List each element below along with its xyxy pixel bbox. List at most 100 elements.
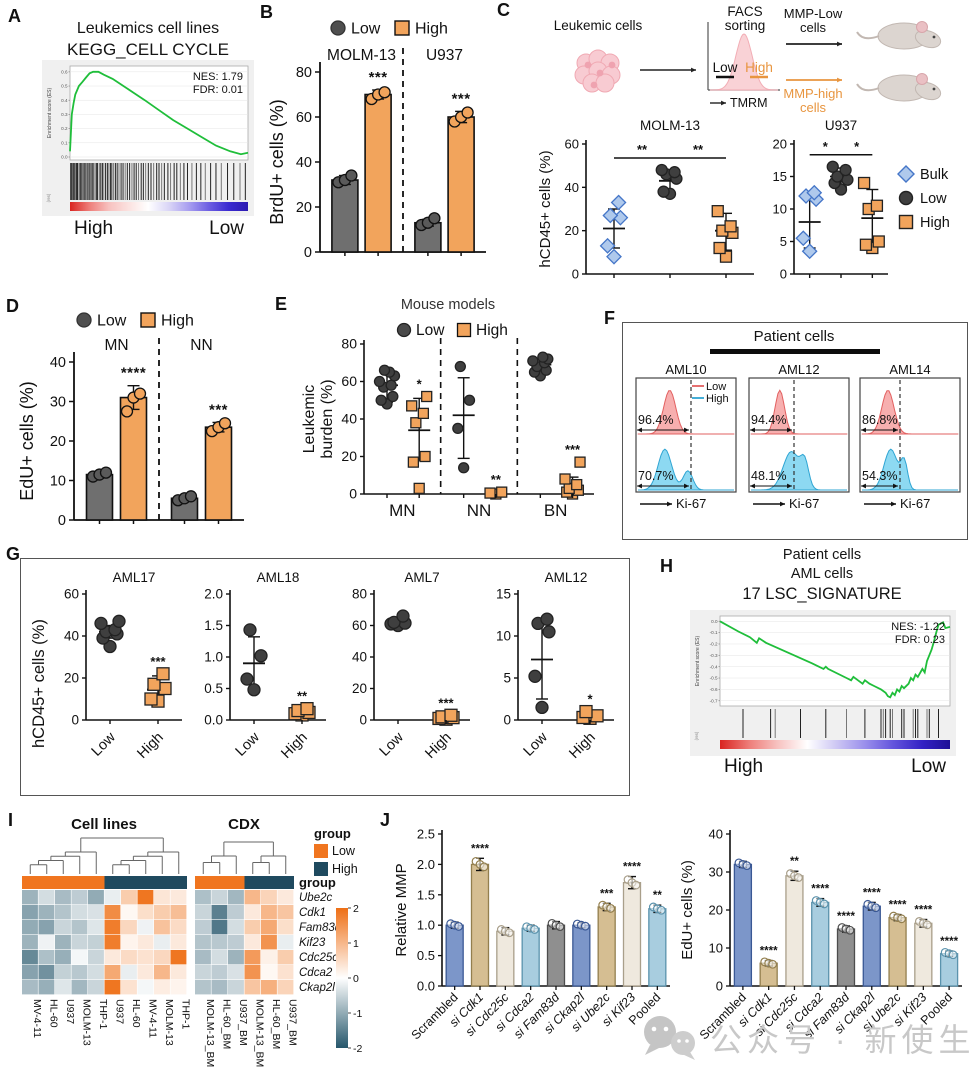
panel-a-gsea-chart: 0.0 0.1 0.2 0.3 0.4 0.5 0.6 Enrichment score (E… bbox=[42, 60, 254, 260]
svg-text:20: 20 bbox=[352, 681, 367, 696]
svg-text:0: 0 bbox=[359, 713, 367, 728]
svg-text:0: 0 bbox=[572, 267, 579, 282]
svg-text:Leukemic: Leukemic bbox=[301, 385, 318, 453]
svg-text:****: **** bbox=[837, 911, 855, 923]
svg-text:High: High bbox=[745, 60, 773, 75]
svg-text:(res): (res) bbox=[694, 731, 699, 740]
svg-text:Low: Low bbox=[332, 844, 356, 858]
svg-text:80: 80 bbox=[296, 65, 312, 81]
svg-text:High: High bbox=[476, 322, 508, 339]
svg-text:BN: BN bbox=[544, 501, 568, 520]
panel-label-g: G bbox=[6, 544, 21, 564]
dots-C_U937: U937 0 5 10 15 20 * * bbox=[773, 118, 888, 282]
svg-text:MV-4-11: MV-4-11 bbox=[31, 999, 43, 1038]
svg-text:Mouse models: Mouse models bbox=[433, 316, 524, 319]
svg-text:AML7: AML7 bbox=[404, 570, 439, 585]
svg-text:40: 40 bbox=[64, 629, 79, 644]
svg-text:0.5: 0.5 bbox=[417, 948, 435, 963]
svg-text:40: 40 bbox=[709, 827, 723, 842]
svg-text:Low: Low bbox=[416, 322, 445, 339]
svg-text:Low: Low bbox=[521, 729, 551, 759]
panel-f-aml12-histogram: AML12 94.4% 48.1% Ki-67 bbox=[747, 362, 851, 516]
svg-text:Ki-67: Ki-67 bbox=[900, 496, 930, 511]
svg-text:15: 15 bbox=[496, 587, 511, 602]
dots-G3: AML12 0 5 10 15 Low * High bbox=[496, 570, 614, 762]
svg-text:-0.6: -0.6 bbox=[710, 687, 718, 692]
svg-text:48.1%: 48.1% bbox=[751, 469, 786, 483]
panel-g-aml7-scatter: AML7 0 20 40 60 80 Low *** High bbox=[336, 570, 476, 785]
svg-text:0.0: 0.0 bbox=[711, 619, 718, 624]
svg-text:Low: Low bbox=[713, 60, 738, 75]
svg-text:U937: U937 bbox=[64, 999, 76, 1024]
svg-text:Low: Low bbox=[97, 313, 127, 330]
svg-text:0.6: 0.6 bbox=[61, 69, 68, 74]
panel-label-i: I bbox=[8, 810, 14, 830]
svg-text:**: ** bbox=[491, 472, 502, 487]
svg-text:TMRM: TMRM bbox=[730, 96, 768, 110]
dots-C_MOLM13: MOLM-13 0 20 40 60 hCD45+ cells (%) ** ** bbox=[537, 118, 754, 282]
svg-text:EdU+ cells (%): EdU+ cells (%) bbox=[679, 860, 696, 960]
svg-text:-1: -1 bbox=[353, 1008, 362, 1020]
svg-text:1.5: 1.5 bbox=[204, 618, 223, 633]
svg-text:0: 0 bbox=[349, 486, 357, 502]
svg-text:60: 60 bbox=[565, 137, 579, 152]
svg-text:0: 0 bbox=[353, 973, 359, 985]
svg-text:MMP-Low: MMP-Low bbox=[784, 6, 843, 21]
svg-text:****: **** bbox=[471, 843, 489, 855]
svg-text:cells: cells bbox=[800, 100, 827, 115]
svg-text:Low: Low bbox=[377, 729, 407, 759]
svg-text:HL-60_BM: HL-60_BM bbox=[220, 999, 232, 1049]
patient-cells-underline bbox=[710, 349, 880, 354]
svg-text:*: * bbox=[854, 139, 860, 154]
panel-c-legend: Bulk Low High bbox=[894, 158, 974, 242]
svg-text:-0.1: -0.1 bbox=[710, 630, 718, 635]
svg-text:***: *** bbox=[369, 69, 388, 86]
svg-text:5: 5 bbox=[780, 234, 787, 249]
svg-text:High: High bbox=[920, 215, 950, 231]
c-legend-svg: Bulk Low High bbox=[897, 165, 950, 231]
svg-text:2.5: 2.5 bbox=[417, 827, 435, 842]
gsea-H: 0.0 -0.1 -0.2 -0.3 -0.4 -0.5 -0.6 -0.7 Enrichmen… bbox=[690, 610, 956, 777]
svg-text:HL-60: HL-60 bbox=[130, 999, 142, 1028]
svg-text:AML17: AML17 bbox=[113, 570, 156, 585]
svg-text:0.0: 0.0 bbox=[204, 713, 223, 728]
panel-label-e: E bbox=[275, 294, 288, 314]
svg-text:Low: Low bbox=[351, 21, 381, 38]
svg-text:*: * bbox=[587, 692, 593, 707]
svg-text:15: 15 bbox=[773, 169, 787, 184]
svg-text:MOLM-13: MOLM-13 bbox=[640, 118, 700, 133]
svg-text:AML14: AML14 bbox=[889, 364, 930, 377]
svg-text:40: 40 bbox=[296, 155, 312, 171]
svg-text:1.5: 1.5 bbox=[417, 887, 435, 902]
panel-h-title-line3: 17 LSC_SIGNATURE bbox=[742, 585, 902, 604]
svg-text:20: 20 bbox=[565, 223, 579, 238]
svg-text:10: 10 bbox=[496, 629, 511, 644]
flow-AML12: AML12 94.4% 48.1%Ki-67 bbox=[748, 362, 850, 511]
panel-h-title-line1: Patient cells bbox=[782, 547, 862, 563]
svg-text:0.1: 0.1 bbox=[61, 140, 68, 145]
svg-text:-0.7: -0.7 bbox=[710, 698, 718, 703]
heatmap-svg: Cell lines CDX group Ube2c Cdk1 Fam83d Kif23 Cd… bbox=[22, 816, 362, 1067]
svg-text:86.8%: 86.8% bbox=[862, 413, 897, 427]
svg-text:20: 20 bbox=[64, 671, 79, 686]
svg-text:10: 10 bbox=[709, 941, 723, 956]
svg-text:MOLM-13: MOLM-13 bbox=[327, 47, 396, 64]
svg-text:THP-1: THP-1 bbox=[97, 999, 109, 1029]
panel-label-b: B bbox=[260, 2, 273, 22]
svg-text:80: 80 bbox=[341, 336, 357, 352]
panel-c-schematic: Leukemic cells FACS sorting Low High TMRM MMP-… bbox=[512, 4, 972, 119]
panel-h-title: Patient cells AML cells 17 LSC_SIGNATURE bbox=[688, 546, 956, 606]
svg-text:MOLM-13: MOLM-13 bbox=[80, 999, 92, 1046]
svg-text:THP-1: THP-1 bbox=[179, 999, 191, 1029]
svg-text:Leukemic cells: Leukemic cells bbox=[554, 18, 643, 33]
svg-text:EdU+ cells (%): EdU+ cells (%) bbox=[18, 381, 37, 501]
svg-text:-0.2: -0.2 bbox=[710, 642, 718, 647]
svg-text:****: **** bbox=[914, 905, 932, 917]
svg-text:U937: U937 bbox=[113, 999, 125, 1024]
svg-text:20: 20 bbox=[709, 903, 723, 918]
svg-text:NN: NN bbox=[190, 337, 212, 354]
svg-text:40: 40 bbox=[341, 411, 357, 427]
svg-text:U937_BM: U937_BM bbox=[237, 999, 249, 1046]
